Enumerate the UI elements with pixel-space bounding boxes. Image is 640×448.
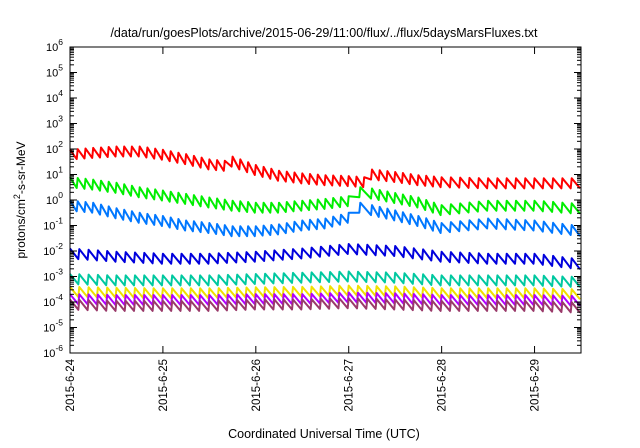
x-tick-labels: 2015-6-24 2015-6-25 2015-6-26 2015-6-27 2015… [65,358,542,411]
y-tick-label: 100 [46,190,63,207]
y-tick-label: 10-6 [43,343,63,360]
x-tick-label: 2015-6-28 [437,359,449,411]
y-tick-label: 10-3 [43,267,63,284]
y-tick-label: 10-2 [43,241,63,258]
series-line [69,270,581,288]
y-tick-label: 104 [46,88,63,105]
y-axis-label: protons/cm2-s-sr-MeV [12,141,28,258]
series-line [69,291,581,307]
x-axis-label: Coordinated Universal Time (UTC) [228,427,420,441]
x-tick-label: 2015-6-25 [158,359,170,411]
series-line [69,297,581,314]
x-tick-label: 2015-6-26 [251,359,263,411]
series-line [69,176,581,217]
y-tick-label: 10-5 [43,318,63,335]
x-tick-label: 2015-6-29 [530,359,542,411]
chart-title: /data/run/goesPlots/archive/2015-06-29/1… [110,26,538,40]
y-tick-label: 10-1 [43,216,63,233]
series-lines [69,145,581,314]
y-tick-label: 105 [46,63,63,80]
axis-ticks [69,46,581,354]
x-tick-label: 2015-6-24 [65,358,77,411]
x-tick-label: 2015-6-27 [344,359,356,411]
y-tick-label: 106 [46,37,63,54]
y-tick-label: 10-4 [43,292,63,309]
y-tick-label: 102 [46,139,63,156]
series-line [69,200,581,238]
series-line [69,284,581,301]
y-tick-label: 103 [46,114,63,131]
y-tick-label: 101 [46,165,63,182]
series-line [69,243,581,270]
series-line [69,145,581,190]
y-tick-labels: 10-6 10-5 10-4 10-3 10-2 10-1 100 101 102 103 104 1… [43,37,63,360]
